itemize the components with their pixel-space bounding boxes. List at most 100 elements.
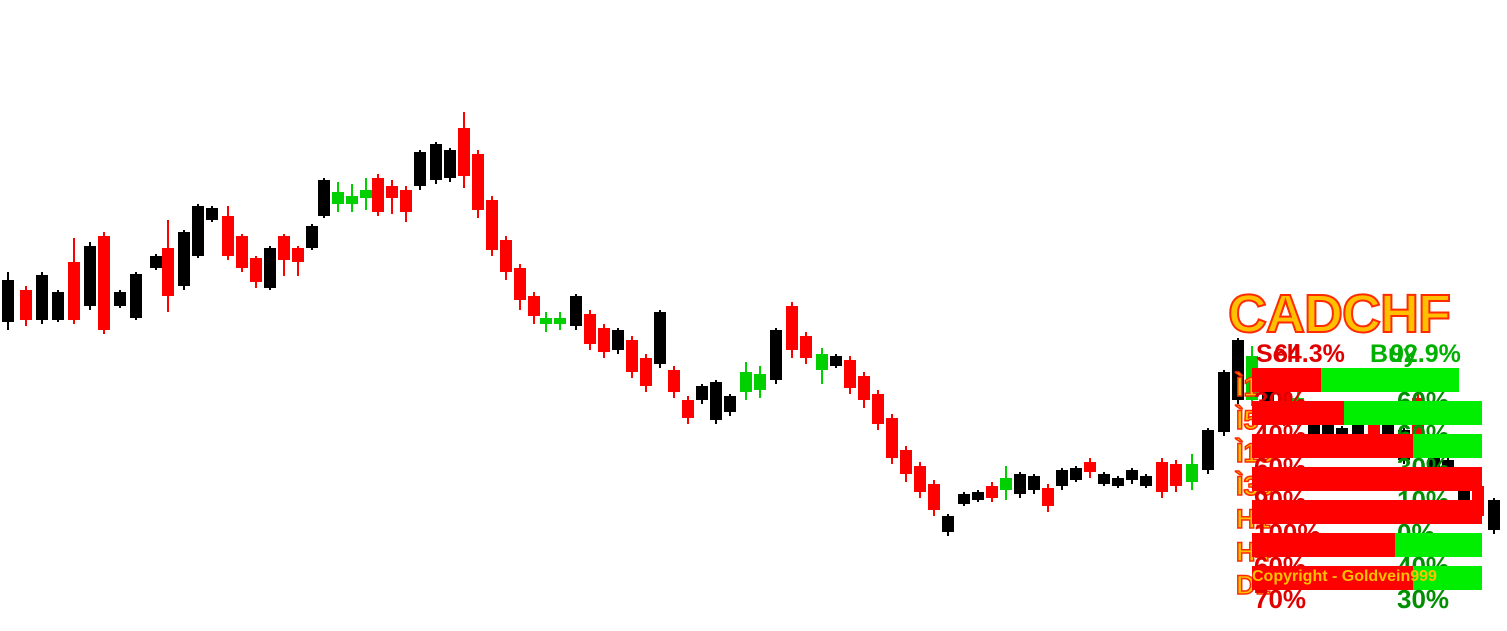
candle-body bbox=[162, 248, 174, 296]
symbol-title: CADCHF bbox=[1227, 284, 1452, 344]
candle-body bbox=[1042, 488, 1054, 506]
candle-body bbox=[1156, 462, 1168, 492]
candle-body bbox=[612, 330, 624, 350]
candle-body bbox=[914, 466, 926, 492]
sentiment-bar-sell bbox=[1252, 434, 1413, 458]
candle-body bbox=[928, 484, 940, 510]
sentiment-bar bbox=[1252, 434, 1482, 458]
candle-body bbox=[668, 370, 680, 392]
candle-body bbox=[958, 494, 970, 504]
candle-body bbox=[682, 400, 694, 418]
sentiment-bar bbox=[1252, 533, 1482, 557]
candle-body bbox=[192, 206, 204, 256]
timeframe-row[interactable]: Ì540%60% bbox=[1222, 401, 1507, 449]
candle-body bbox=[1170, 464, 1182, 486]
candle-body bbox=[264, 248, 276, 288]
candle-body bbox=[1186, 464, 1198, 482]
candle-body bbox=[800, 336, 812, 358]
candle-body bbox=[830, 356, 842, 366]
candle-body bbox=[68, 262, 80, 320]
candle-body bbox=[318, 180, 330, 216]
candle-body bbox=[710, 382, 722, 420]
header-sell-total: 64.3% bbox=[1274, 340, 1345, 368]
candle-body bbox=[972, 492, 984, 500]
candle-body bbox=[332, 192, 344, 204]
candle-body bbox=[114, 292, 126, 306]
candle-body bbox=[514, 268, 526, 300]
candle-body bbox=[414, 152, 426, 186]
sentiment-bar-sell bbox=[1252, 401, 1344, 425]
sentiment-bar-buy bbox=[1395, 533, 1482, 557]
sentiment-bar-sell bbox=[1252, 500, 1482, 524]
candle-body bbox=[724, 396, 736, 412]
candle-body bbox=[292, 248, 304, 262]
candle-body bbox=[554, 318, 566, 324]
candle-body bbox=[444, 150, 456, 178]
candle-body bbox=[472, 154, 484, 210]
candle-body bbox=[1232, 340, 1244, 400]
timeframe-row[interactable]: D170%30% bbox=[1222, 566, 1507, 614]
candle-body bbox=[1112, 478, 1124, 486]
candle-body bbox=[236, 236, 248, 268]
candle-body bbox=[206, 208, 218, 220]
candle-body bbox=[570, 296, 582, 326]
candle-body bbox=[640, 358, 652, 386]
candle-body bbox=[858, 376, 870, 400]
sentiment-bar bbox=[1252, 368, 1482, 392]
candle-body bbox=[346, 196, 358, 204]
candle-body bbox=[844, 360, 856, 388]
candle-body bbox=[1000, 478, 1012, 490]
candle-body bbox=[360, 190, 372, 198]
timeframe-row[interactable]: Ì130%60% bbox=[1222, 368, 1507, 416]
header-sell-label: Sell bbox=[1256, 340, 1301, 368]
header-buy-total: 92.9% bbox=[1390, 340, 1461, 368]
candle-body bbox=[178, 232, 190, 286]
candle-body bbox=[52, 292, 64, 320]
timeframe-row[interactable]: H460%40% bbox=[1222, 533, 1507, 581]
candle-body bbox=[20, 290, 32, 320]
candle-body bbox=[130, 274, 142, 318]
candle-body bbox=[1488, 500, 1500, 530]
candle-body bbox=[36, 275, 48, 320]
candle-body bbox=[986, 486, 998, 498]
candle-body bbox=[278, 236, 290, 260]
candle-body bbox=[306, 226, 318, 248]
candle-body bbox=[540, 318, 552, 324]
candle-body bbox=[696, 386, 708, 400]
candle-body bbox=[486, 200, 498, 250]
buy-percent: 30% bbox=[1397, 584, 1450, 614]
candle-body bbox=[2, 280, 14, 322]
candle-body bbox=[754, 374, 766, 390]
candle-body bbox=[500, 240, 512, 272]
candle-body bbox=[250, 258, 262, 282]
sentiment-bar-buy bbox=[1413, 434, 1482, 458]
candle-body bbox=[98, 236, 110, 330]
candle-body bbox=[1218, 372, 1230, 432]
candle-body bbox=[886, 418, 898, 458]
timeframe-row[interactable]: Ì1560%30% bbox=[1222, 434, 1507, 482]
candle-body bbox=[816, 354, 828, 370]
candle-body bbox=[654, 312, 666, 364]
candle-body bbox=[1070, 468, 1082, 480]
candle-body bbox=[770, 330, 782, 380]
candle-body bbox=[1140, 476, 1152, 486]
sentiment-bar-buy bbox=[1413, 566, 1482, 590]
sentiment-bar bbox=[1252, 467, 1482, 491]
sentiment-bar-sell bbox=[1252, 566, 1413, 590]
candle-body bbox=[786, 306, 798, 350]
candle-body bbox=[222, 216, 234, 256]
candle-body bbox=[430, 144, 442, 180]
candle-body bbox=[386, 186, 398, 198]
candle-body bbox=[900, 450, 912, 474]
sentiment-indicator-panel[interactable]: CADCHF Sell 64.3% Buy 92.9% Ì130%60%Ì540… bbox=[1222, 284, 1507, 616]
candle-body bbox=[458, 128, 470, 176]
copyright-label: Copyright - Goldvein999 bbox=[1252, 568, 1437, 585]
candle-body bbox=[1084, 462, 1096, 472]
timeframe-row[interactable]: H1100%0% bbox=[1222, 500, 1507, 548]
candle-body bbox=[400, 190, 412, 212]
candle-body bbox=[1202, 430, 1214, 470]
sell-percent: 70% bbox=[1254, 584, 1307, 614]
sentiment-bar-buy bbox=[1321, 368, 1459, 392]
candle-body bbox=[1098, 474, 1110, 484]
timeframe-row[interactable]: Ì3090%10% bbox=[1222, 467, 1507, 515]
